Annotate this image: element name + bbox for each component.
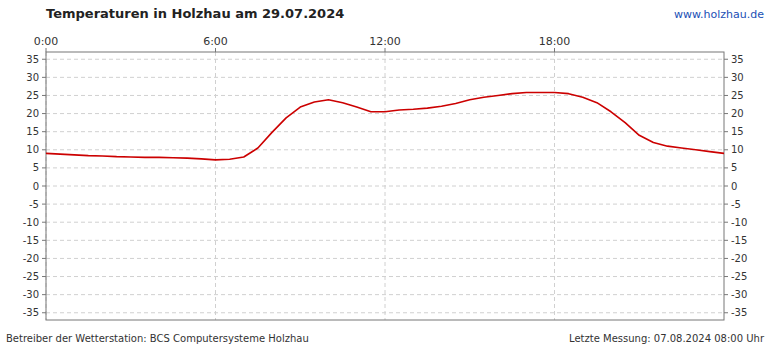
tick-label: 10 [26,144,39,155]
tick-label: -10 [23,217,39,228]
tick [724,77,728,78]
tick [724,240,728,241]
tick [724,59,728,60]
tick [724,312,728,313]
tick-label: 0 [33,181,39,192]
tick [42,258,46,259]
tick [724,186,728,187]
tick-label: 0 [731,181,737,192]
tick-label: -25 [731,271,747,282]
tick-label: 18:00 [539,35,571,48]
tick-label: 25 [26,90,39,101]
tick-label: 30 [26,72,39,83]
grid [46,52,724,320]
tick [42,204,46,205]
annotation: Betreiber der Wetterstation: BCS Compute… [6,333,309,344]
tick [724,204,728,205]
grid-line [385,52,386,320]
tick [42,167,46,168]
y2-axis: -35 -30 -25 -20 -15 -10 -5 0 5 10 15 20 25 30 35 [724,54,747,319]
tick-label: 5 [33,162,39,173]
tick [724,131,728,132]
tick [42,113,46,114]
tick-label: -5 [29,199,39,210]
x-axis: 0:00 6:00 12:00 18:00 [34,35,571,52]
tick-label: -10 [731,217,747,228]
tick [724,95,728,96]
tick-label: 15 [731,126,744,137]
y-axis: -35 -30 -25 -20 -15 -10 -5 0 5 10 15 20 25 30 35 [23,54,46,319]
tick-label: 15 [26,126,39,137]
grid-line [46,240,724,241]
tick [42,131,46,132]
annotation: www.holzhau.de [674,8,764,21]
tick-label: 6:00 [203,35,228,48]
tick [42,312,46,313]
tick-label: 12:00 [369,35,401,48]
tick [385,48,386,52]
tick-label: -30 [23,289,39,300]
grid-line [46,204,724,205]
tick [724,276,728,277]
tick-label: 0:00 [34,35,59,48]
tick-label: -30 [731,289,747,300]
tick [42,149,46,150]
tick-label: 35 [26,54,39,65]
tick [724,294,728,295]
plot-area [46,93,724,160]
tick-label: -15 [731,235,747,246]
tick [724,167,728,168]
tick [42,222,46,223]
chart: 0:00 6:00 12:00 18:00 -35 -30 -25 -20 -15 -10 -5 0 5… [0,0,770,350]
title: Temperaturen in Holzhau am 29.07.2024 [46,6,344,21]
tick [42,240,46,241]
grid-line [46,294,724,295]
tick [42,77,46,78]
tick-label: 20 [731,108,744,119]
tick [42,294,46,295]
tick-label: -20 [731,253,747,264]
tick-label: 30 [731,72,744,83]
tick-label: -15 [23,235,39,246]
tick-label: -5 [731,199,741,210]
temperature-line [46,93,724,160]
tick [42,59,46,60]
tick [554,48,555,52]
grid-line [215,52,216,320]
tick-label: 10 [731,144,744,155]
tick [42,95,46,96]
annotation: Letzte Messung: 07.08.2024 08:00 Uhr [569,333,765,344]
tick-label: 25 [731,90,744,101]
tick [724,222,728,223]
tick [724,258,728,259]
tick-label: -35 [23,307,39,318]
tick [46,48,47,52]
tick-label: 20 [26,108,39,119]
tick [42,276,46,277]
grid-line [46,113,724,114]
tick [724,149,728,150]
tick-label: 35 [731,54,744,65]
plot-frame [46,52,724,320]
tick-label: -35 [731,307,747,318]
grid-line [46,77,724,78]
tick-label: 5 [731,162,737,173]
tick [215,48,216,52]
tick-label: -25 [23,271,39,282]
tick [724,113,728,114]
tick-label: -20 [23,253,39,264]
tick [42,186,46,187]
